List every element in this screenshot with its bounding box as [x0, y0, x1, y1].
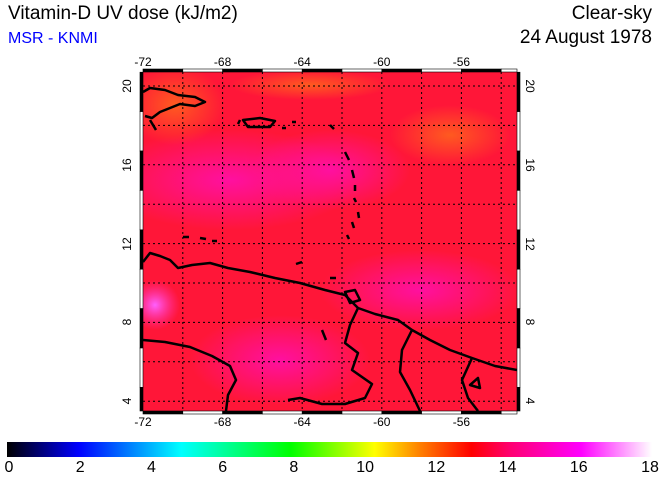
colorbar-tick-label: 4 — [146, 459, 156, 476]
lon-tick-label-bottom: -68 — [213, 415, 232, 429]
map-frame-segment — [139, 150, 144, 191]
map-frame-segment — [516, 347, 521, 388]
colorbar-tick-label: 8 — [289, 459, 299, 476]
map-frame-segment — [301, 410, 343, 415]
map-frame-segment — [341, 68, 383, 73]
map-frame-segment — [222, 410, 263, 415]
uv-dose-map — [139, 68, 521, 415]
lat-tick-label-right: 4 — [523, 397, 537, 405]
lon-tick-label-top: -64 — [293, 55, 311, 69]
lon-tick-label-top: -56 — [452, 55, 471, 69]
map-frame-segment — [421, 68, 462, 73]
map-date: 24 August 1978 — [519, 27, 652, 48]
map-frame-segment — [461, 410, 502, 415]
lon-tick-label-bottom: -64 — [293, 415, 311, 429]
colorbar-tick-label: 12 — [427, 459, 446, 476]
lon-tick-label-top: -68 — [213, 55, 232, 69]
colorbar-tick-label: 0 — [4, 459, 14, 476]
map-frame-segment — [139, 308, 144, 349]
lat-tick-label-left: 20 — [120, 79, 134, 93]
lat-tick-label-right: 8 — [523, 319, 537, 326]
lon-tick-label-top: -72 — [134, 55, 152, 69]
lon-tick-label-bottom: -56 — [452, 415, 471, 429]
map-frame-segment — [500, 410, 518, 415]
map-frame-segment — [516, 308, 521, 349]
map-frame-segment — [516, 71, 521, 112]
map-frame-segment — [516, 190, 521, 231]
map-frame-segment — [139, 190, 144, 231]
colorbar-tick-label: 10 — [356, 459, 375, 476]
lat-tick-label-left: 8 — [120, 319, 134, 326]
lat-tick-label-right: 20 — [523, 79, 537, 93]
map-frame-segment — [516, 111, 521, 152]
map-frame-segment — [301, 68, 343, 73]
colorbar-tick-label: 6 — [218, 459, 228, 476]
coastlines — [143, 86, 517, 411]
map-frame-segment — [262, 410, 303, 415]
map-frame-segment — [516, 387, 521, 412]
map-frame-segment — [461, 68, 502, 73]
map-frame-segment — [142, 68, 184, 73]
map-frame-segment — [142, 410, 184, 415]
map-frame-segment — [139, 268, 144, 309]
map-frame-segment — [222, 68, 263, 73]
lat-tick-label-left: 4 — [120, 397, 134, 405]
colorbar-tick-label: 16 — [569, 459, 588, 476]
map-frame-segment — [516, 150, 521, 191]
map-title: Vitamin-D UV dose (kJ/m2) — [8, 3, 238, 24]
map-frame-segment — [182, 68, 223, 73]
map-frame-segment — [139, 229, 144, 270]
map-frame-segment — [381, 410, 422, 415]
map-frame-segment — [139, 387, 144, 412]
lat-tick-label-right: 12 — [523, 236, 537, 251]
map-frame-segment — [516, 229, 521, 270]
map-frame-segment — [341, 410, 383, 415]
map-frame-segment — [500, 68, 518, 73]
map-frame-segment — [421, 410, 462, 415]
lon-tick-label-top: -60 — [373, 55, 391, 69]
map-frame-segment — [139, 111, 144, 152]
lat-tick-label-left: 16 — [120, 158, 134, 172]
colorbar — [7, 442, 652, 457]
map-frame-segment — [516, 268, 521, 309]
map-frame-segment — [381, 68, 422, 73]
colorbar-tick-label: 14 — [498, 459, 517, 476]
lat-tick-label-right: 16 — [523, 158, 537, 172]
map-frame-segment — [139, 71, 144, 112]
lon-tick-label-bottom: -60 — [373, 415, 391, 429]
source-label: MSR - KNMI — [8, 30, 98, 47]
map-frame-segment — [139, 347, 144, 388]
map-frame-segment — [262, 68, 303, 73]
lat-tick-label-left: 12 — [120, 236, 134, 251]
colorbar-tick-label: 18 — [641, 459, 659, 476]
lon-tick-label-bottom: -72 — [134, 415, 152, 429]
sky-condition: Clear-sky — [571, 3, 652, 24]
colorbar-tick-label: 2 — [75, 459, 85, 476]
map-frame-segment — [182, 410, 223, 415]
